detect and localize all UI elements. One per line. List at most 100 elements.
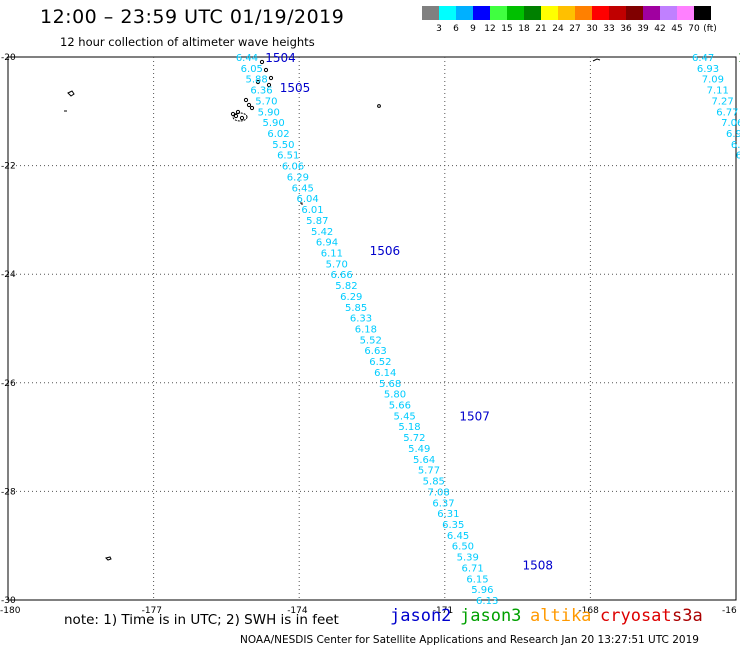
- swh-value-label: 6.36: [250, 86, 272, 97]
- swh-value-label: 6.13: [476, 596, 498, 607]
- legend-swatch: [694, 6, 711, 20]
- swh-value-label: 6.44: [236, 53, 258, 64]
- swh-value-label: 5.49: [408, 444, 430, 455]
- swh-value-label: 7.06: [721, 118, 740, 129]
- island-outline: [268, 75, 274, 81]
- swh-value-label: 6.93: [697, 64, 719, 75]
- legend-tick-label: 42: [654, 24, 666, 34]
- legend-tick-label: 24: [552, 24, 564, 34]
- pass-number-label: 1508: [522, 559, 553, 573]
- units-note: note: 1) Time is in UTC; 2) SWH is in fe…: [64, 612, 339, 628]
- swh-value-label: 5.52: [360, 335, 382, 346]
- swh-value-label: 6.35: [442, 520, 464, 531]
- satellite-label-s3a: s3a: [672, 606, 703, 626]
- swh-value-label: 5.82: [335, 281, 357, 292]
- swh-value-label: 6.8: [736, 151, 740, 162]
- island-outline: [233, 113, 239, 119]
- island-outline: [266, 82, 272, 88]
- legend-tick-label: 3: [436, 24, 442, 34]
- island-outline: [263, 67, 269, 73]
- swh-value-label: 6.71: [461, 563, 483, 574]
- swh-value-label: 7.27: [711, 96, 733, 107]
- swh-value-label: 6.47: [692, 53, 714, 64]
- swh-value-label: 5.18: [398, 422, 420, 433]
- legend-swatch: [473, 6, 490, 20]
- swh-value-label: 6.51: [277, 151, 299, 162]
- map-frame: [7, 56, 737, 601]
- chart-subtitle: 12 hour collection of altimeter wave hei…: [60, 35, 315, 49]
- legend-swatch: [456, 6, 473, 20]
- swh-value-label: 6.02: [267, 129, 289, 140]
- legend-swatch: [575, 6, 592, 20]
- legend-swatch: [558, 6, 575, 20]
- swh-value-label: 5.66: [389, 401, 411, 412]
- tongatapu-island: [232, 112, 248, 122]
- pass-number-label: 1505: [280, 81, 311, 95]
- swh-value-label: 7.11: [707, 86, 729, 97]
- island-outline: [377, 104, 381, 108]
- swh-value-label: 6.04: [296, 194, 318, 205]
- swh-value-label: 6.45: [447, 531, 469, 542]
- swh-value-label: 6.33: [350, 314, 372, 325]
- swh-value-label: 5.72: [403, 433, 425, 444]
- swh-value-label: 6.15: [466, 574, 488, 585]
- legend-tick-label: 45: [671, 24, 683, 34]
- legend-tick-label: 21: [535, 24, 547, 34]
- island-outline: [592, 58, 601, 62]
- swh-value-label: 6.50: [452, 542, 474, 553]
- swh-value-label: 6.05: [241, 64, 263, 75]
- lon-tick-label: -168: [578, 606, 599, 616]
- swh-value-label: 6.45: [292, 183, 314, 194]
- swh-value-label: 6.31: [437, 509, 459, 520]
- satellite-label-cryosat: cryosat: [600, 606, 672, 626]
- legend-swatch: [660, 6, 677, 20]
- island-outline: [105, 556, 112, 561]
- lat-tick-label: -28: [1, 487, 16, 497]
- legend-swatch: [677, 6, 694, 20]
- swh-value-label: 6.37: [432, 498, 454, 509]
- island-outline: [300, 202, 303, 205]
- swh-value-label: 5.88: [246, 75, 268, 86]
- pass-number-label: 1507: [459, 409, 490, 423]
- pass-number-label: 1504: [265, 51, 296, 65]
- track-labels-group: 6.446.055.886.365.705.905.906.025.506.51…: [236, 51, 740, 607]
- swh-value-label: 5.68: [379, 379, 401, 390]
- legend-tick-label: 33: [603, 24, 615, 34]
- legend-swatch: [507, 6, 524, 20]
- swh-value-label: 5.96: [471, 585, 493, 596]
- legend-tick-label: 18: [518, 24, 530, 34]
- swh-value-label: 5.70: [255, 96, 277, 107]
- legend-tick-label: 12: [484, 24, 496, 34]
- swh-value-label: 6.66: [330, 270, 352, 281]
- lat-tick-label: -20: [1, 53, 16, 63]
- legend-swatch: [490, 6, 507, 20]
- swh-value-label: 6.29: [340, 292, 362, 303]
- swh-value-label: 6.18: [355, 325, 377, 336]
- legend-tick-label: 36: [620, 24, 632, 34]
- swh-value-label: 5.50: [272, 140, 294, 151]
- swh-value-label: 5.87: [306, 216, 328, 227]
- legend-swatch: [524, 6, 541, 20]
- legend-swatch: [422, 6, 439, 20]
- satellite-label-altika: altika: [530, 606, 592, 626]
- swh-value-label: 6.01: [301, 205, 323, 216]
- lat-tick-label: -26: [1, 379, 16, 389]
- island-outline: [255, 79, 261, 85]
- swh-value-label: 5.39: [457, 553, 479, 564]
- legend-tick-label: 6: [453, 24, 459, 34]
- lat-tick-label: -30: [1, 596, 16, 606]
- swh-value-label: 5.77: [418, 466, 440, 477]
- swh-value-label: 6.14: [374, 368, 396, 379]
- lon-tick-label: -180: [0, 606, 21, 616]
- legend-tick-label: 9: [470, 24, 476, 34]
- swh-value-label: 5.42: [311, 227, 333, 238]
- lon-tick-label: -16: [722, 606, 737, 616]
- swh-value-label: 5.90: [258, 107, 280, 118]
- legend-swatch: [609, 6, 626, 20]
- lat-tick-label: -24: [1, 270, 16, 280]
- swh-value-label: 6.77: [716, 107, 738, 118]
- lon-tick-label: -177: [142, 606, 162, 616]
- pass-number-label: 15: [738, 51, 740, 65]
- island-outline: [243, 97, 249, 103]
- legend-tick-label: 27: [569, 24, 581, 34]
